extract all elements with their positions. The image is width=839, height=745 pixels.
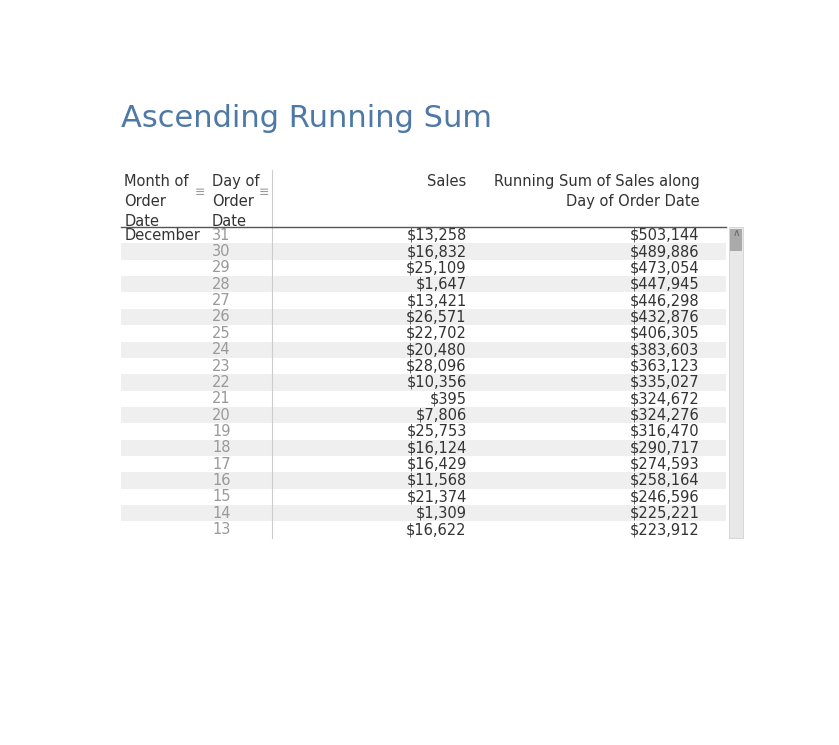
Text: Sales: Sales	[427, 174, 466, 189]
Bar	[121, 440, 726, 456]
Text: $20,480: $20,480	[406, 342, 466, 357]
Text: 19: 19	[212, 424, 231, 439]
Text: $7,806: $7,806	[415, 408, 466, 422]
Text: $363,123: $363,123	[630, 358, 700, 373]
Text: ≡: ≡	[258, 186, 269, 199]
Bar	[121, 407, 726, 423]
Text: 22: 22	[212, 375, 231, 390]
Text: $11,568: $11,568	[406, 473, 466, 488]
Text: $258,164: $258,164	[630, 473, 700, 488]
Text: $473,054: $473,054	[630, 261, 700, 276]
Text: 31: 31	[212, 228, 231, 243]
Text: 16: 16	[212, 473, 231, 488]
Bar	[121, 309, 726, 325]
Text: 14: 14	[212, 506, 231, 521]
Text: Month of
Order
Date: Month of Order Date	[124, 174, 189, 229]
Text: $225,221: $225,221	[629, 506, 700, 521]
Text: 24: 24	[212, 342, 231, 357]
Text: $10,356: $10,356	[406, 375, 466, 390]
Text: $446,298: $446,298	[630, 293, 700, 308]
Text: Ascending Running Sum: Ascending Running Sum	[121, 104, 492, 133]
Text: 15: 15	[212, 489, 231, 504]
Text: $447,945: $447,945	[630, 277, 700, 292]
Text: Running Sum of Sales along
Day of Order Date: Running Sum of Sales along Day of Order …	[493, 174, 700, 209]
Text: $324,276: $324,276	[630, 408, 700, 422]
Text: $13,258: $13,258	[406, 228, 466, 243]
Text: $16,429: $16,429	[406, 457, 466, 472]
Text: $432,876: $432,876	[630, 309, 700, 325]
Text: 29: 29	[212, 261, 231, 276]
Text: $395: $395	[430, 391, 466, 406]
Text: $274,593: $274,593	[630, 457, 700, 472]
Text: 20: 20	[212, 408, 231, 422]
Text: 25: 25	[212, 326, 231, 341]
Text: $1,647: $1,647	[415, 277, 466, 292]
Text: $16,622: $16,622	[406, 522, 466, 537]
Bar	[121, 390, 726, 407]
Text: $21,374: $21,374	[406, 489, 466, 504]
Text: 27: 27	[212, 293, 231, 308]
Text: 18: 18	[212, 440, 231, 455]
Text: $290,717: $290,717	[629, 440, 700, 455]
Bar	[121, 325, 726, 341]
Text: ∧: ∧	[732, 228, 740, 238]
Bar	[121, 260, 726, 276]
Text: $316,470: $316,470	[630, 424, 700, 439]
Text: 30: 30	[212, 244, 231, 259]
Bar	[121, 244, 726, 260]
Bar	[121, 341, 726, 358]
Text: $406,305: $406,305	[630, 326, 700, 341]
Bar	[121, 489, 726, 505]
Text: $28,096: $28,096	[406, 358, 466, 373]
Bar	[121, 522, 726, 538]
Text: $489,886: $489,886	[630, 244, 700, 259]
Text: 26: 26	[212, 309, 231, 325]
Text: $324,672: $324,672	[630, 391, 700, 406]
Text: $223,912: $223,912	[630, 522, 700, 537]
Text: $383,603: $383,603	[630, 342, 700, 357]
Text: $25,753: $25,753	[406, 424, 466, 439]
Bar	[121, 227, 726, 244]
Text: December: December	[124, 228, 201, 243]
Bar	[121, 505, 726, 522]
Bar	[731, 229, 742, 251]
Text: $335,027: $335,027	[630, 375, 700, 390]
Text: 17: 17	[212, 457, 231, 472]
Text: 28: 28	[212, 277, 231, 292]
Bar	[121, 456, 726, 472]
Text: 21: 21	[212, 391, 231, 406]
Text: ≡: ≡	[195, 186, 206, 199]
Text: $503,144: $503,144	[630, 228, 700, 243]
Text: 23: 23	[212, 358, 231, 373]
Text: $25,109: $25,109	[406, 261, 466, 276]
Bar	[121, 423, 726, 440]
Bar	[121, 276, 726, 293]
Bar	[121, 374, 726, 390]
Bar	[729, 227, 743, 538]
Text: 13: 13	[212, 522, 231, 537]
Text: $1,309: $1,309	[415, 506, 466, 521]
Text: $16,832: $16,832	[406, 244, 466, 259]
Text: Day of
Order
Date: Day of Order Date	[212, 174, 259, 229]
Bar	[121, 472, 726, 489]
Bar	[121, 293, 726, 309]
Text: $26,571: $26,571	[406, 309, 466, 325]
Text: $22,702: $22,702	[406, 326, 466, 341]
Bar	[121, 358, 726, 374]
Text: $13,421: $13,421	[406, 293, 466, 308]
Text: $16,124: $16,124	[406, 440, 466, 455]
Text: $246,596: $246,596	[630, 489, 700, 504]
